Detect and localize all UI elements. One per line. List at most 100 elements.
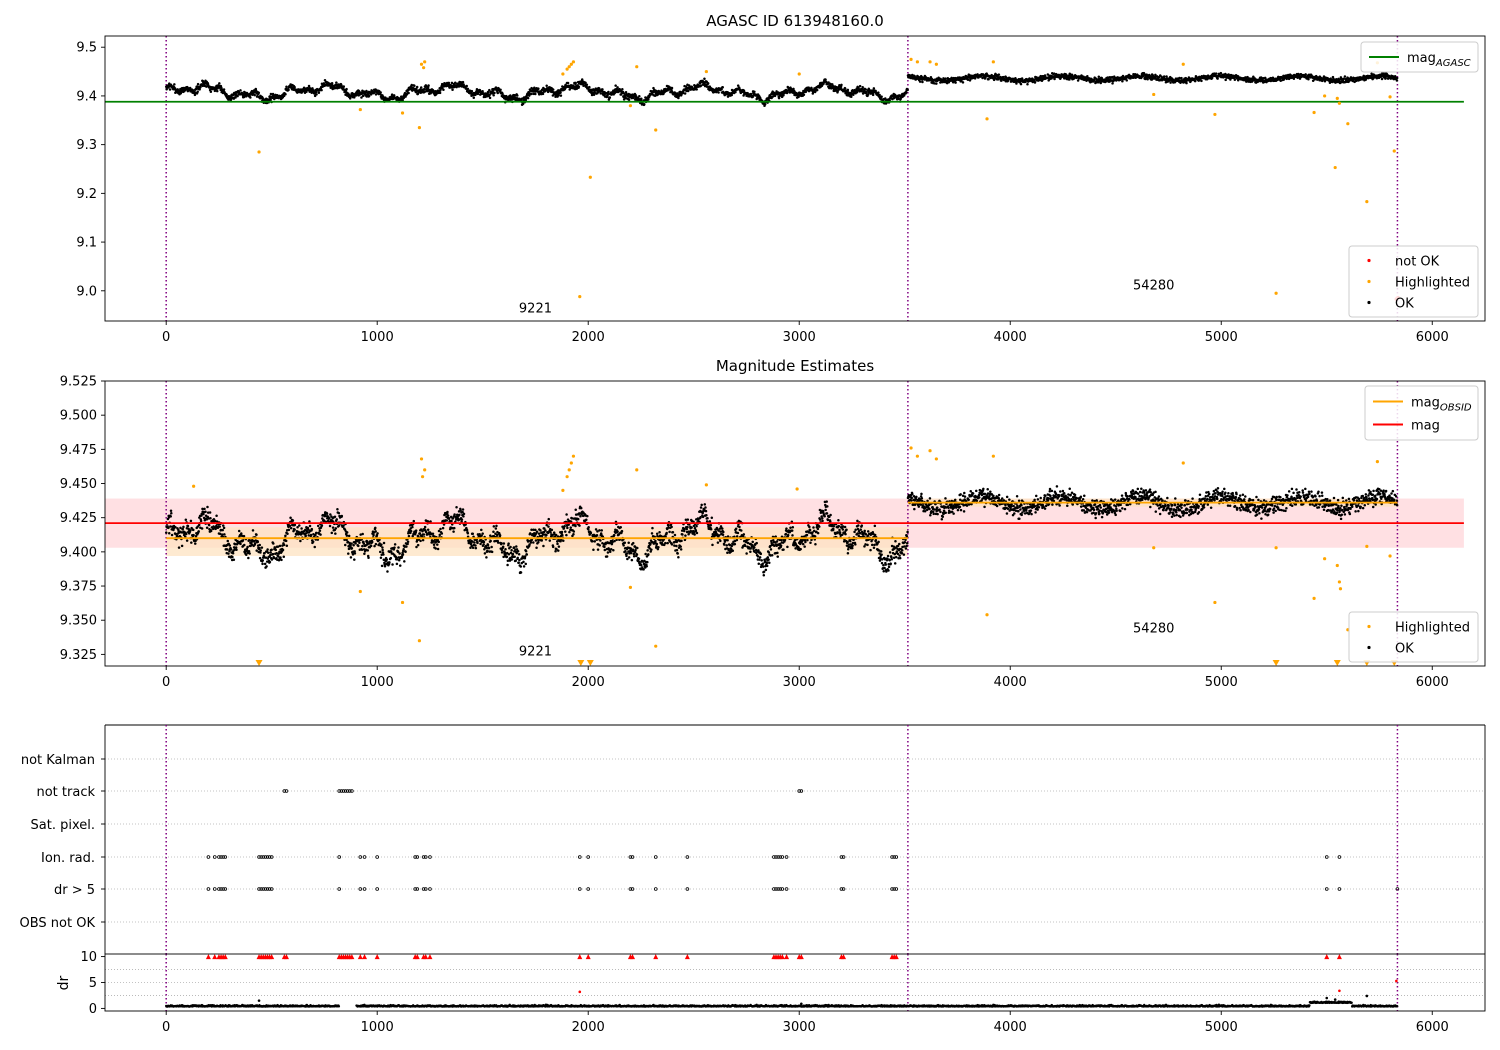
- ok-point: [815, 88, 819, 92]
- highlighted-point: [588, 175, 592, 179]
- ok-point: [218, 525, 221, 528]
- ok-point: [516, 556, 519, 560]
- ok-point: [954, 81, 957, 84]
- highlighted-point: [1388, 95, 1392, 99]
- ok-point: [349, 544, 352, 548]
- ok-point: [319, 533, 322, 536]
- ok-point: [354, 542, 357, 545]
- ok-point: [350, 542, 353, 545]
- ok-point: [753, 90, 756, 94]
- highlighted-point: [1312, 110, 1316, 115]
- highlighted-point: [991, 60, 995, 64]
- ok-point: [284, 93, 287, 96]
- ok-point: [284, 539, 288, 543]
- x-tick-label: 2000: [572, 330, 605, 345]
- ok-point: [686, 89, 690, 93]
- ok-point: [519, 571, 523, 574]
- ok-point: [370, 540, 374, 544]
- y-tick-label: 9.5: [76, 41, 97, 56]
- ok-point: [350, 546, 354, 550]
- ok-point: [431, 532, 435, 536]
- ok-point: [545, 84, 548, 88]
- ok-point: [414, 529, 418, 532]
- ok-point: [501, 545, 505, 549]
- ok-point: [225, 93, 228, 96]
- ok-point: [251, 529, 255, 532]
- ok-point: [221, 528, 224, 532]
- ok-point: [498, 534, 502, 537]
- ok-point: [284, 534, 287, 538]
- ok-point: [411, 525, 414, 529]
- ok-point: [861, 85, 864, 89]
- ok-point: [271, 552, 275, 556]
- highlighted-point: [635, 65, 639, 69]
- ok-point: [347, 534, 351, 538]
- ok-point: [169, 509, 173, 513]
- ok-point: [513, 555, 516, 558]
- ok-point: [534, 92, 537, 96]
- ok-point: [516, 550, 520, 553]
- ok-point: [455, 506, 458, 509]
- obsid-label: 54280: [1133, 278, 1174, 293]
- ok-point: [568, 530, 571, 534]
- ok-point: [320, 88, 323, 92]
- ok-point: [345, 534, 349, 537]
- ok-point: [203, 507, 206, 511]
- ok-point: [1026, 82, 1029, 86]
- ok-point: [239, 89, 242, 92]
- ok-point: [535, 546, 538, 550]
- ok-point: [763, 103, 767, 106]
- ok-point: [584, 81, 587, 84]
- ok-point: [535, 530, 539, 534]
- ok-point: [533, 86, 536, 89]
- ok-point: [402, 548, 405, 551]
- ok-point: [314, 531, 318, 535]
- ok-point: [470, 89, 474, 93]
- ok-point: [1215, 72, 1218, 75]
- ok-point: [1019, 82, 1023, 86]
- ok-point: [576, 517, 580, 521]
- ok-point: [623, 92, 626, 95]
- ok-point: [270, 558, 274, 561]
- highlighted-point: [561, 72, 565, 76]
- ok-point: [1180, 76, 1183, 80]
- ok-point: [218, 82, 221, 85]
- ok-point: [483, 552, 487, 555]
- ok-point: [563, 525, 566, 528]
- ok-point: [234, 546, 238, 549]
- ok-point: [734, 90, 737, 94]
- ok-point: [482, 540, 486, 544]
- ok-point: [241, 539, 245, 542]
- ok-point: [182, 525, 185, 529]
- ok-point: [1193, 79, 1197, 83]
- ok-point: [557, 94, 560, 97]
- ok-point: [453, 526, 456, 530]
- ok-point: [511, 552, 515, 556]
- ok-point: [282, 543, 286, 547]
- ok-point: [585, 83, 589, 86]
- ok-point: [1076, 79, 1080, 82]
- ok-point: [347, 552, 350, 555]
- ok-point: [460, 518, 464, 521]
- ok-point: [1033, 81, 1037, 84]
- highlighted-point: [417, 125, 422, 130]
- ok-point: [278, 544, 282, 548]
- ok-point: [232, 558, 236, 561]
- obsid-label: 9221: [519, 302, 552, 317]
- ok-point: [935, 82, 938, 85]
- ok-point: [379, 91, 382, 94]
- ok-point: [614, 84, 617, 87]
- ok-point: [383, 564, 387, 568]
- ok-point: [184, 532, 188, 536]
- ok-point: [1097, 75, 1101, 79]
- ok-point: [432, 543, 436, 547]
- ok-point: [223, 533, 226, 536]
- ok-point: [320, 524, 324, 527]
- ok-point: [471, 546, 475, 550]
- ok-point: [247, 556, 250, 560]
- ok-point: [391, 563, 394, 566]
- ok-point: [802, 93, 806, 97]
- legend-dot-swatch: [1367, 300, 1371, 305]
- ok-point: [190, 541, 193, 544]
